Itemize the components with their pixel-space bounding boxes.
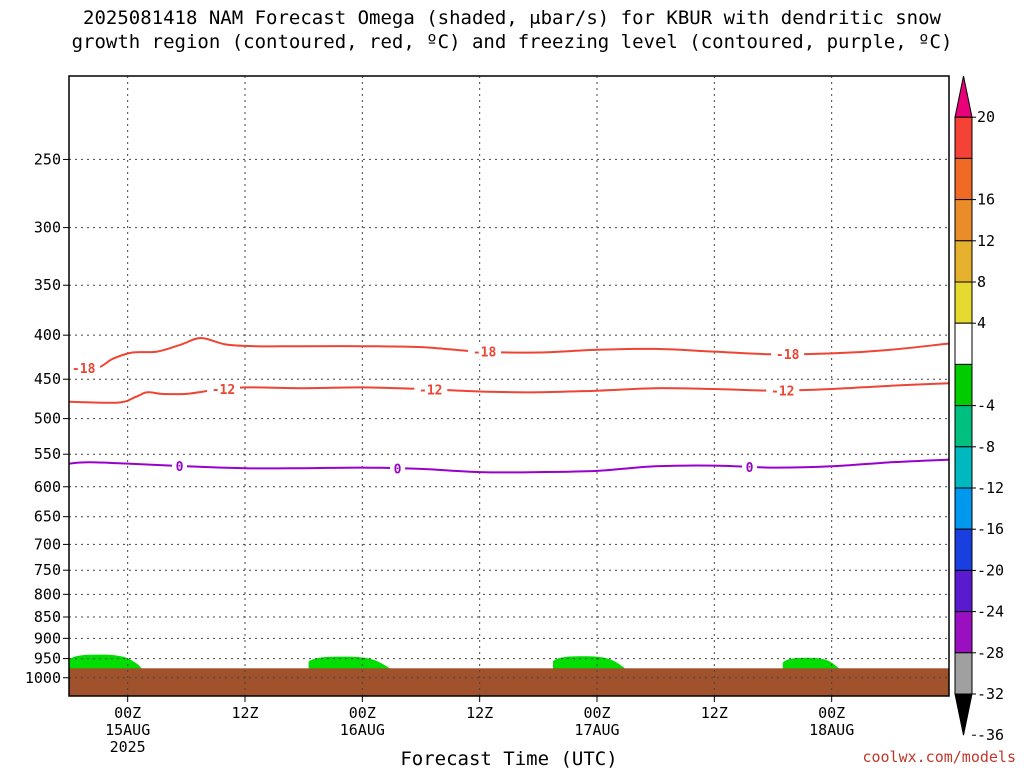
- x-tick-label: 16AUG: [340, 721, 385, 739]
- contour-label: -18: [473, 346, 497, 361]
- colorbar-label: -4: [977, 397, 995, 415]
- x-tick-label: 12Z: [701, 704, 728, 722]
- colorbar-box: [954, 322, 973, 365]
- contour-label: -18: [72, 362, 96, 377]
- colorbar: 20 16 12 8 4 -4 -8 -12 -16 -20 -24 -28 -32 -36: [954, 75, 1004, 744]
- colorbar-label: -20: [977, 561, 1004, 579]
- x-tick-label: 00Z: [114, 704, 141, 722]
- colorbar-label: 4: [977, 314, 986, 332]
- omega-shade-3: [782, 657, 842, 671]
- y-tick-label: 550: [34, 445, 61, 463]
- y-tick-label: 900: [34, 629, 61, 647]
- contour-label: 0: [394, 462, 402, 477]
- contour-label: -18: [776, 348, 800, 363]
- contour-line-dendritic: [69, 336, 949, 370]
- contour-label-bg: [206, 381, 240, 398]
- pressure-axis: 250 300 350 400 450 500 550 600 650 700 750 800 850 9…: [25, 150, 69, 687]
- x-tick-label: 18AUG: [809, 721, 854, 739]
- source-credit: coolwx.com/models: [862, 748, 1016, 766]
- x-tick-label: 17AUG: [574, 721, 619, 739]
- colorbar-label: -32: [977, 685, 1004, 703]
- contour-label-bg: [390, 460, 406, 477]
- colorbar-label: -28: [977, 644, 1004, 662]
- colorbar-label: -24: [977, 603, 1004, 621]
- colorbar-box: [954, 157, 973, 201]
- y-tick-label: 1000: [25, 669, 61, 687]
- contour-label: -12: [771, 384, 794, 399]
- colorbar-box: [954, 199, 973, 242]
- contour-label-bg: [171, 457, 187, 474]
- contour-label-bg: [414, 381, 448, 398]
- y-tick-label: 350: [34, 276, 61, 294]
- title-line-2: growth region (contoured, red, ºC) and f…: [71, 31, 953, 53]
- colorbar-box: [954, 528, 973, 571]
- x-axis-label: Forecast Time (UTC): [400, 748, 617, 768]
- y-tick-label: 250: [34, 150, 61, 168]
- colorbar-box: [954, 569, 973, 613]
- x-tick-label: 00Z: [349, 704, 376, 722]
- colorbar-box: [954, 446, 973, 489]
- terrain-fill: [69, 668, 949, 696]
- colorbar-label: -16: [977, 520, 1004, 538]
- title-line-1: 2025081418 NAM Forecast Omega (shaded, μ…: [83, 7, 941, 29]
- plot-frame: [68, 75, 950, 697]
- y-tick-label: 500: [34, 410, 61, 428]
- colorbar-label: 20: [977, 108, 995, 126]
- x-tick-label: 12Z: [231, 704, 258, 722]
- colorbar-label: 8: [977, 273, 986, 291]
- contour-label-bg: [69, 360, 101, 377]
- colorbar-box: [954, 487, 973, 530]
- colorbar-box: [954, 116, 973, 159]
- y-tick-label: 700: [34, 535, 61, 553]
- colorbar-box: [954, 240, 973, 283]
- x-tick-label: 2025: [110, 738, 146, 756]
- x-tick-label: 15AUG: [105, 721, 150, 739]
- contour-label: 0: [746, 461, 754, 476]
- y-tick-label: 400: [34, 326, 61, 344]
- contour-label: 0: [176, 460, 184, 475]
- y-tick-label: 300: [34, 219, 61, 237]
- contour-label: -12: [419, 383, 442, 398]
- contour-layer: -18 -18 -18 -12 -12 -12 0 0 0: [69, 336, 949, 477]
- colorbar-label: -36: [977, 726, 1004, 744]
- contour-label-bg: [468, 343, 502, 360]
- contour-line-freezing: [69, 458, 949, 474]
- grid-layer: [69, 76, 949, 696]
- y-tick-label: 600: [34, 478, 61, 496]
- colorbar-box: [954, 652, 973, 695]
- y-tick-label: 650: [34, 508, 61, 526]
- y-tick-label: 750: [34, 561, 61, 579]
- y-tick-label: 450: [34, 370, 61, 388]
- colorbar-label: -8: [977, 438, 995, 456]
- contour-label-bg: [771, 346, 805, 363]
- y-tick-label: 800: [34, 585, 61, 603]
- contour-line-dendritic: [69, 382, 949, 404]
- omega-shade-1: [308, 656, 392, 671]
- colorbar-label: 12: [977, 232, 995, 250]
- x-tick-label: 00Z: [818, 704, 845, 722]
- y-tick-label: 950: [34, 650, 61, 668]
- colorbar-box: [954, 405, 973, 448]
- x-tick-label: 00Z: [583, 704, 610, 722]
- colorbar-arrow-down: [954, 693, 973, 736]
- contour-label: -12: [212, 383, 235, 398]
- colorbar-box: [954, 611, 973, 654]
- omega-shade-2: [553, 656, 627, 671]
- colorbar-box: [954, 363, 973, 407]
- contour-label-bg: [742, 458, 758, 475]
- colorbar-label: -12: [977, 479, 1004, 497]
- omega-shading-layer: [69, 654, 949, 696]
- omega-shade-0: [69, 654, 143, 671]
- contour-label-bg: [766, 382, 800, 399]
- x-tick-label: 12Z: [466, 704, 493, 722]
- colorbar-label: 16: [977, 191, 995, 209]
- y-tick-label: 850: [34, 608, 61, 626]
- colorbar-box: [954, 281, 973, 324]
- chart-title: 2025081418 NAM Forecast Omega (shaded, μ…: [0, 6, 1024, 54]
- colorbar-arrow-up: [954, 75, 973, 118]
